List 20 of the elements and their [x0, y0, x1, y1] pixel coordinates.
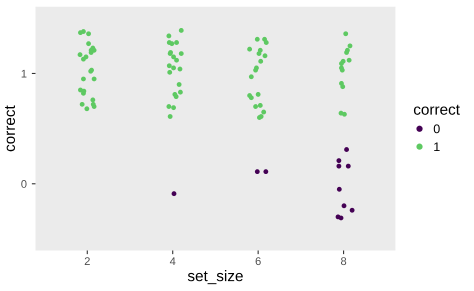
point — [263, 169, 268, 174]
point — [350, 208, 355, 213]
x-tick-label: 4 — [170, 257, 176, 265]
point — [172, 191, 176, 196]
x-tick-label: 8 — [340, 257, 346, 266]
point — [342, 203, 346, 208]
y-axis-title: correct — [4, 105, 16, 152]
legend-title: correct — [414, 104, 460, 115]
legend-label: 0 — [434, 124, 440, 134]
point — [346, 164, 351, 169]
point — [336, 186, 342, 192]
x-axis-title: set_size — [188, 270, 243, 284]
x-tick-label: 6 — [256, 257, 261, 266]
legend-label: 1 — [434, 142, 440, 152]
x-tick-label: 2 — [84, 257, 90, 265]
point — [254, 169, 260, 174]
point — [338, 216, 344, 220]
point — [336, 158, 342, 164]
point — [336, 164, 342, 169]
point — [344, 147, 349, 152]
